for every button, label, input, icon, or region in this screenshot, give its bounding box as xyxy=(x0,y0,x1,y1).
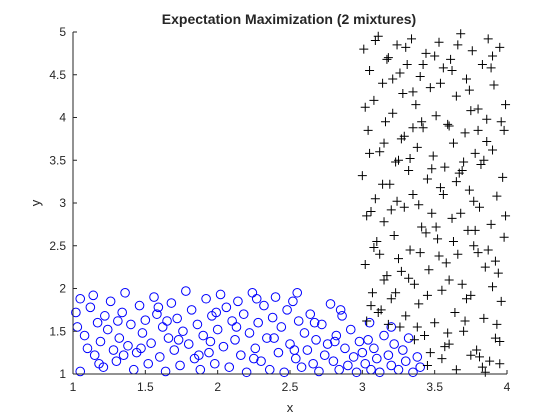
y-tick-label: 1 xyxy=(59,367,66,381)
x-tick-label: 4 xyxy=(504,380,511,394)
x-tick-label: 3.5 xyxy=(426,380,443,394)
x-tick-label: 1.5 xyxy=(137,380,154,394)
y-tick-label: 3 xyxy=(59,196,66,210)
y-tick-label: 3.5 xyxy=(49,153,66,167)
chart-title: Expectation Maximization (2 mixtures) xyxy=(162,11,416,27)
x-tick-label: 2.5 xyxy=(282,380,299,394)
x-tick-label: 2 xyxy=(214,380,221,394)
y-tick-label: 2 xyxy=(59,282,66,296)
y-tick-label: 2.5 xyxy=(49,239,66,253)
x-tick-label: 3 xyxy=(359,380,366,394)
x-tick-label: 1 xyxy=(70,380,77,394)
y-tick-label: 4 xyxy=(59,111,66,125)
y-tick-label: 4.5 xyxy=(49,68,66,82)
y-axis-label: y xyxy=(28,199,43,206)
y-tick-label: 1.5 xyxy=(49,324,66,338)
y-tick-label: 5 xyxy=(59,25,66,39)
x-axis-label: x xyxy=(287,400,294,415)
